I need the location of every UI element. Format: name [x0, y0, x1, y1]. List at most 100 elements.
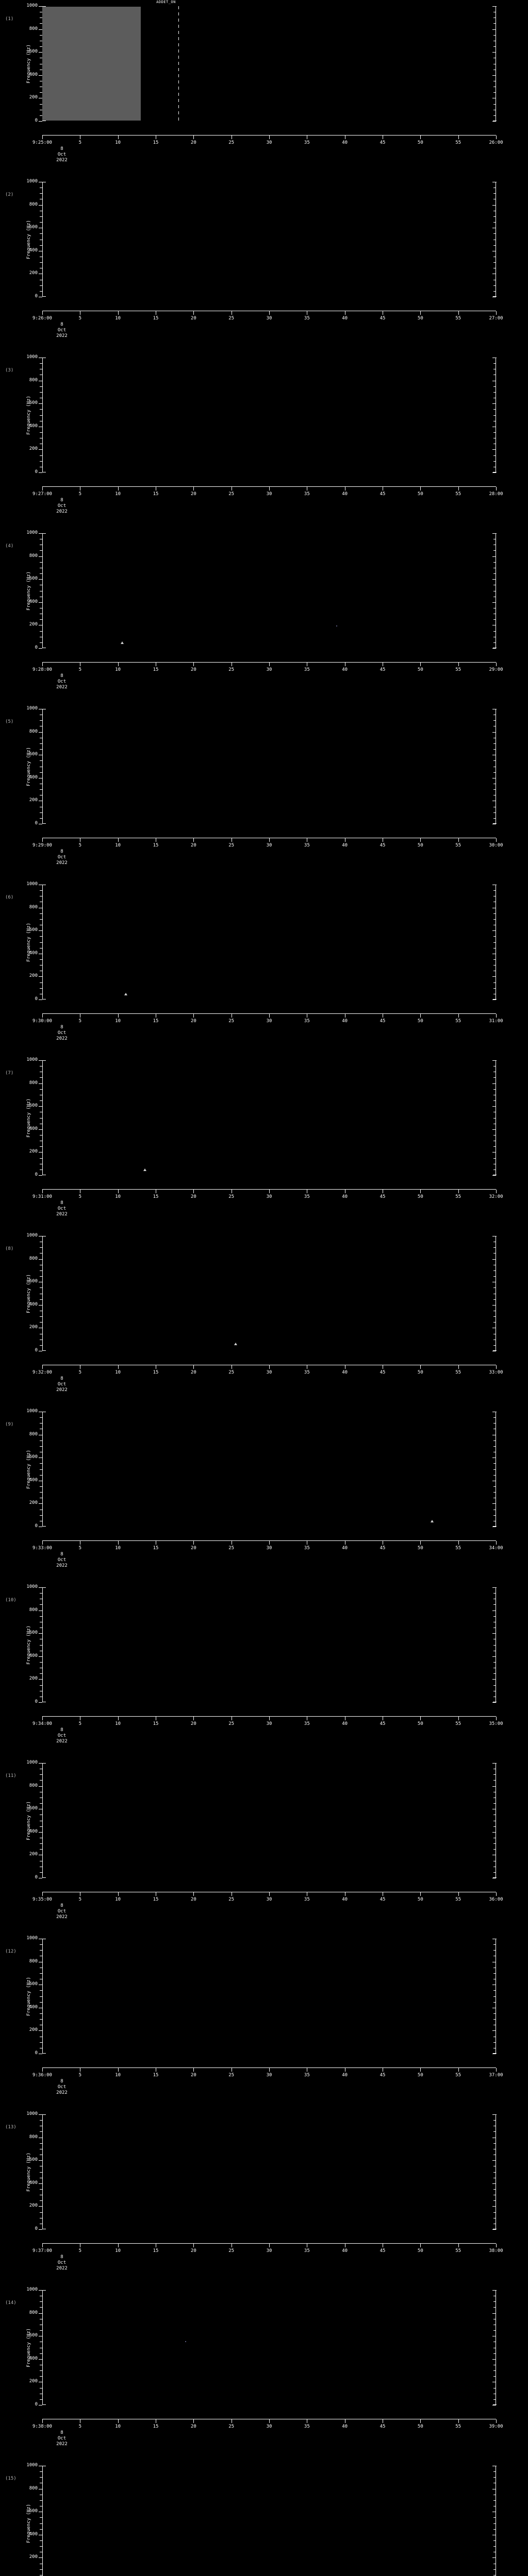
x-tick-label: 50 [417, 2424, 423, 2429]
x-tick-label: 35 [304, 1370, 310, 1375]
x-tick [118, 1541, 119, 1545]
y-tick-right [492, 2160, 496, 2161]
x-tick [42, 487, 43, 490]
y-tick [40, 2477, 42, 2478]
x-tick-label-group: 9:27:00 5 10 15 20 25 30 35 40 45 50 55 28:00 [0, 492, 528, 499]
y-tick [40, 818, 42, 819]
spectrogram-panel: (3) Frequency (Hz) 0 200 400 600 800 1000 9:27:0… [0, 354, 528, 530]
y-tick-right [492, 2030, 496, 2031]
x-tick-label: 40 [342, 492, 348, 497]
x-tick-label: 55 [455, 2248, 461, 2253]
y-tick-right [493, 1996, 496, 1997]
y-tick [40, 432, 42, 433]
date-stamp-line: Oct [57, 2260, 67, 2265]
x-tick-label: 55 [455, 1194, 461, 1199]
detection-marker [185, 2341, 186, 2342]
y-tick [39, 1083, 42, 1084]
y-tick-right [493, 2172, 496, 2173]
date-stamp-line: 8 [60, 322, 63, 327]
y-tick [40, 550, 42, 551]
x-axis-end-time: 26:00 [489, 140, 503, 145]
y-tick [40, 386, 42, 387]
panel-index-label: (8) [5, 1246, 14, 1251]
plot-area [39, 709, 497, 824]
x-axis-start-time: 9:37:00 [32, 2248, 52, 2253]
y-tick-right [493, 193, 496, 194]
data-coverage-block [42, 7, 141, 121]
x-tick-label: 30 [266, 667, 272, 672]
y-tick-right [492, 976, 496, 977]
y-tick-right [493, 392, 496, 393]
y-tick-label-group: 0 200 400 600 800 1000 [0, 530, 42, 650]
x-tick-label: 30 [266, 492, 272, 497]
y-tick [39, 2359, 42, 2360]
y-tick-right [492, 403, 496, 404]
x-tick-label: 15 [153, 140, 159, 145]
y-tick-right [493, 2529, 496, 2530]
axis-cap [42, 533, 46, 534]
x-tick-label: 10 [115, 492, 121, 497]
date-stamp: 8 Oct 2022 [42, 1727, 81, 1744]
y-tick [40, 2529, 42, 2530]
axis-cap [493, 2053, 497, 2054]
x-tick [496, 1892, 497, 1896]
date-stamp: 8 Oct 2022 [42, 146, 81, 163]
x-tick-label: 55 [455, 2424, 461, 2429]
x-tick-label: 15 [153, 316, 159, 321]
y-tick-label: 400 [29, 1126, 38, 1131]
date-stamp-line: Oct [57, 2084, 67, 2090]
axis-cap [42, 2114, 46, 2115]
axis-cap [42, 6, 46, 7]
y-tick-label-group: 0 200 400 600 800 1000 [0, 1760, 42, 1880]
y-tick-right [492, 2229, 496, 2230]
y-tick-label: 0 [35, 1523, 38, 1529]
panel-index-label: (3) [5, 368, 14, 373]
x-tick [42, 1014, 43, 1018]
y-tick [40, 392, 42, 393]
y-tick-label: 0 [35, 1875, 38, 1880]
chart-title: ADDET_ON [156, 0, 176, 4]
axis-cap [42, 823, 46, 824]
spectrogram-panel: (5) Frequency (Hz) 0 200 400 600 800 1000 9:29:0… [0, 706, 528, 882]
x-tick [118, 663, 119, 666]
y-tick-label: 0 [35, 118, 38, 123]
detection-marker [234, 1342, 237, 1345]
x-tick [420, 135, 421, 139]
x-tick [269, 311, 270, 315]
y-tick-label: 1000 [26, 1057, 38, 1062]
x-tick [118, 2419, 119, 2423]
y-tick-right [493, 1944, 496, 1945]
x-tick-label: 35 [304, 1721, 310, 1726]
x-tick [269, 2419, 270, 2423]
y-tick [40, 455, 42, 456]
y-tick-right [493, 2546, 496, 2547]
y-tick-right [493, 2200, 496, 2201]
y-tick-right [492, 1503, 496, 1504]
x-tick-label-group: 9:32:00 5 10 15 20 25 30 35 40 45 50 55 33:00 [0, 1370, 528, 1377]
x-tick [496, 2419, 497, 2423]
y-tick [40, 573, 42, 574]
date-stamp-line: Oct [57, 2436, 67, 2441]
y-tick [40, 1685, 42, 1686]
x-tick-label: 5 [78, 492, 82, 497]
x-tick [118, 311, 119, 315]
x-axis-end-time: 27:00 [489, 316, 503, 321]
x-tick [42, 135, 43, 139]
y-tick [39, 2557, 42, 2558]
panel-index-label: (6) [5, 895, 14, 900]
y-tick-right [493, 2500, 496, 2501]
y-tick [40, 1316, 42, 1317]
y-tick-label: 200 [29, 1676, 38, 1682]
x-tick [42, 1892, 43, 1896]
x-tick-label: 15 [153, 667, 159, 672]
y-tick [40, 1673, 42, 1674]
y-tick-label: 1000 [26, 530, 38, 535]
y-tick [40, 1345, 42, 1346]
detection-marker [124, 993, 128, 996]
date-stamp-line: 2022 [56, 2090, 68, 2095]
y-tick [39, 1060, 42, 1061]
y-tick-label: 400 [29, 1653, 38, 1658]
y-tick [39, 52, 42, 53]
date-stamp-line: 8 [60, 2430, 63, 2435]
y-tick [40, 1593, 42, 1594]
